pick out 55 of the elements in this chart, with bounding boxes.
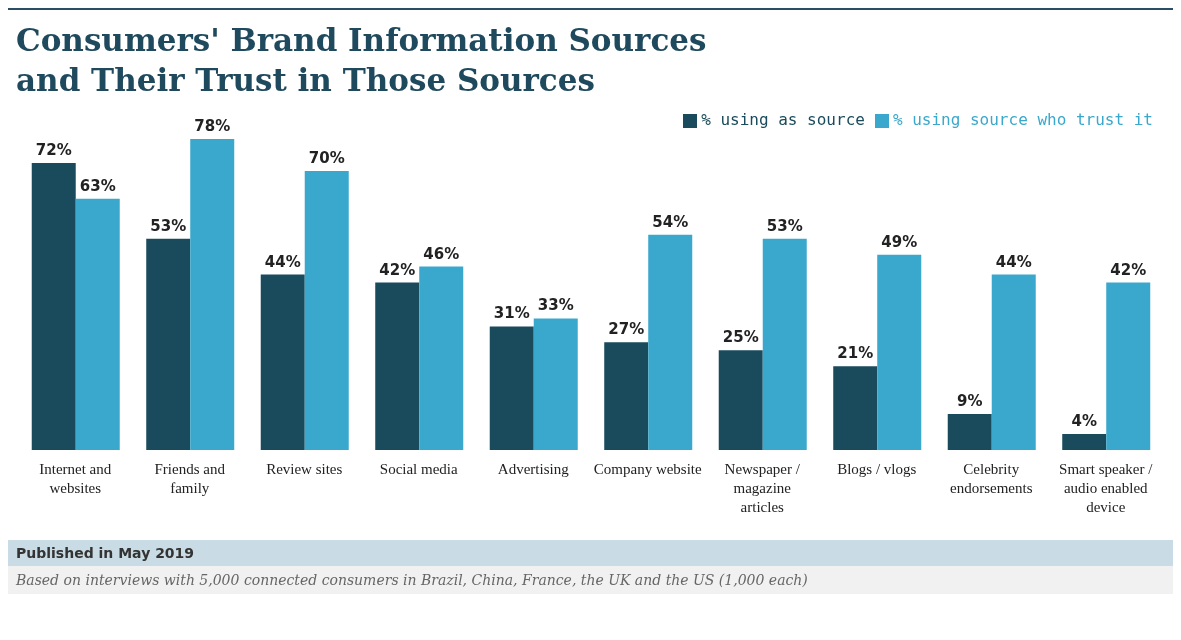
data-label: 33% [537,296,574,315]
x-tick-label: Internet and websites [39,461,112,496]
chart-title: Consumers' Brand Information Sources and Their Trust in Those Sources [15,21,708,100]
data-label: 54% [652,212,689,231]
data-label: 78% [194,117,231,135]
x-tick-label: Celebrity endorsements [950,461,1033,496]
bar [31,162,76,450]
data-label: 53% [150,216,187,235]
data-label: 63% [79,176,116,195]
x-tick-label: Friends and family [154,461,226,496]
data-label: 27% [608,320,645,339]
x-tick-label: Advertising [497,461,570,477]
data-label: 21% [837,344,874,363]
data-label: 53% [766,216,803,235]
data-label: 44% [264,252,301,271]
x-tick-label: Newspaper / magazine articles [724,461,801,515]
data-label: 49% [881,232,918,251]
x-tick-label: Blogs / vlogs [837,461,917,477]
data-label: 42% [1110,260,1147,279]
bar [304,170,349,450]
bar [260,274,305,450]
bar [419,266,464,450]
x-tick-label: Smart speaker / audio enabled device [1059,461,1154,515]
data-label: 70% [308,148,345,167]
legend-label: % using source who trust it [892,110,1153,129]
bar [146,238,191,450]
text: Published in May 2019 [8,540,1173,566]
x-tick-label: Company website [593,461,703,477]
bar [1062,434,1107,450]
text: Based on interviews with 5,000 connected consumers in Brazil, China, France, the UK and the US (1,000 each) [8,566,1173,594]
data-label: 46% [423,244,460,263]
data-label: 44% [995,252,1032,271]
data-label: 25% [722,328,759,347]
data-label: 31% [493,304,530,323]
bar [489,326,534,450]
x-tick-label: Review sites [266,461,343,477]
bar [991,274,1036,450]
x-tick-label: Social media [379,461,459,477]
bar [190,139,235,450]
bar [533,318,578,450]
bar [718,350,763,450]
legend-label: % using as source [701,110,865,129]
bar [947,414,992,450]
bar [375,282,420,450]
data-label: 42% [379,260,416,279]
bar [762,238,807,450]
data-label: 72% [35,140,72,159]
bar [833,366,878,450]
bar [75,198,120,450]
data-label: 9% [957,392,983,411]
bar [648,234,693,450]
data-label: 4% [1071,412,1097,431]
bar [1106,282,1151,450]
bar [877,254,922,450]
bar [604,342,649,450]
